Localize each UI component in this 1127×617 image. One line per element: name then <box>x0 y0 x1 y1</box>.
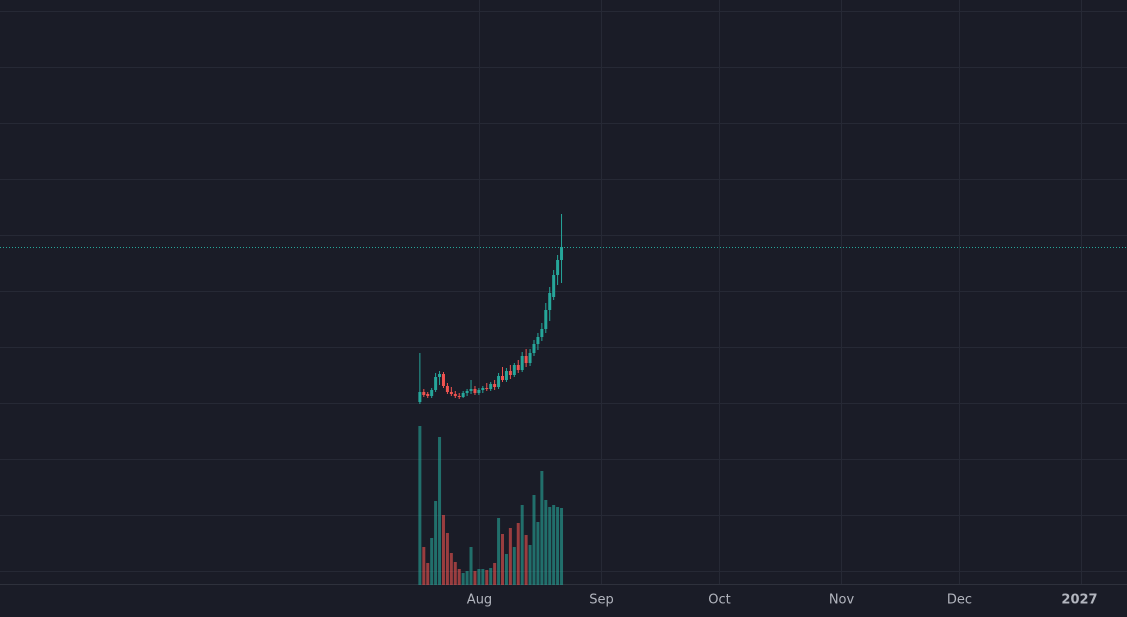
candle-body <box>528 353 532 363</box>
candle-body <box>438 374 442 377</box>
candle-body <box>465 391 469 393</box>
candle-body <box>556 260 560 275</box>
x-tick-label: Aug <box>467 593 492 608</box>
candle-body <box>461 393 465 397</box>
candle-body <box>544 310 548 329</box>
volume-bar <box>457 569 461 585</box>
volume-bar <box>465 571 469 585</box>
volume-bar <box>501 534 505 585</box>
volume-bar <box>445 533 449 585</box>
x-tick-label: Dec <box>947 593 972 608</box>
x-tick-label: Sep <box>589 593 614 608</box>
volume-bar <box>520 505 524 585</box>
candle-body <box>524 356 528 363</box>
volume-bar <box>536 522 540 585</box>
candle-body <box>489 384 493 389</box>
candle-body <box>485 388 489 389</box>
candle-body <box>540 329 544 337</box>
volume-bar <box>441 515 445 585</box>
volume-bar <box>449 553 453 585</box>
candle-body <box>434 377 438 390</box>
volume-bar <box>469 547 473 585</box>
x-tick-label: 2027 <box>1061 593 1097 608</box>
candle-body <box>422 392 426 395</box>
volume-bar <box>481 569 485 585</box>
volume-bar <box>508 528 512 585</box>
x-tick-label: Nov <box>829 593 855 608</box>
candle-body <box>501 376 505 380</box>
volume-bar <box>434 501 438 585</box>
candle-body <box>430 390 434 396</box>
volume-bar <box>532 495 536 585</box>
candle-body <box>552 275 556 297</box>
x-tick-label: Oct <box>708 593 730 608</box>
volume-bar <box>556 507 560 585</box>
candle-body <box>532 344 536 353</box>
candle-body <box>469 389 473 391</box>
volume-bar <box>504 554 508 585</box>
candle-body <box>548 293 552 310</box>
candle-body <box>504 371 508 380</box>
volume-bar <box>473 571 477 585</box>
candle-body <box>481 388 485 390</box>
candle-body <box>441 374 445 386</box>
volume-bar <box>489 568 493 585</box>
volume-bar <box>512 547 516 585</box>
volume-bar <box>528 545 532 585</box>
candle-body <box>418 392 422 402</box>
candle-body <box>497 376 501 387</box>
volume-bar <box>485 570 489 585</box>
volume-bar <box>497 518 501 585</box>
volume-bar <box>430 538 434 585</box>
candle-body <box>516 365 520 370</box>
volume-bar <box>453 562 457 585</box>
candle-body <box>493 384 497 387</box>
candle-body <box>445 386 449 392</box>
candle-body <box>453 394 457 396</box>
candle-body <box>477 390 481 393</box>
volume-bar <box>418 426 422 585</box>
candle-body <box>508 371 512 375</box>
volume-bar <box>544 500 548 585</box>
volume-bar <box>422 547 426 585</box>
volume-bar <box>560 508 564 585</box>
candle-body <box>457 396 461 397</box>
candle-body <box>473 389 477 393</box>
volume-bar <box>438 437 442 585</box>
volume-bar <box>524 535 528 585</box>
volume-bar <box>516 523 520 585</box>
volume-bar <box>477 569 481 585</box>
candle-body <box>449 392 453 394</box>
candle-body <box>520 356 524 370</box>
volume-bar <box>552 505 556 585</box>
volume-bar <box>540 471 544 585</box>
candle-body <box>536 337 540 344</box>
candle-body <box>512 365 516 375</box>
volume-bar <box>426 563 430 585</box>
volume-bar <box>461 573 465 585</box>
candle-body <box>426 394 430 396</box>
volume-bar <box>493 563 497 585</box>
volume-bar <box>548 507 552 585</box>
candle-body <box>560 247 564 260</box>
